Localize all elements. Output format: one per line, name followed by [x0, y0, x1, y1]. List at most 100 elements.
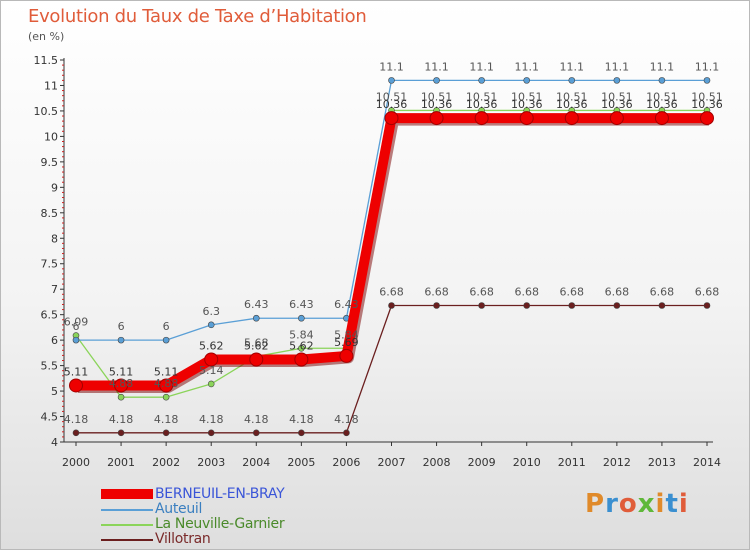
data-label: 4.18 [64, 413, 89, 426]
y-tick: 8.5 [41, 191, 64, 220]
data-point [298, 429, 305, 437]
series-lines [69, 77, 714, 437]
data-label: 6.68 [560, 285, 585, 298]
brand-letter: i [678, 489, 689, 519]
x-tick-label: 2013 [648, 456, 676, 469]
data-point [249, 352, 264, 367]
data-label: 5.84 [289, 328, 314, 341]
data-label: 4.18 [199, 413, 224, 426]
data-point [162, 336, 170, 344]
y-tick: 4 [51, 421, 64, 449]
data-label: 10.51 [511, 90, 543, 103]
data-label: 10.36 [421, 98, 453, 111]
data-label: 10.51 [466, 90, 498, 103]
x-tick: 2011 [558, 442, 586, 469]
y-tick: 10 [44, 115, 64, 143]
data-point [162, 393, 170, 401]
y-tick-label: 4.5 [41, 411, 59, 424]
legend-label: La Neuville-Garnier [155, 516, 285, 532]
y-tick-label: 5.5 [41, 360, 59, 373]
data-label: 6.68 [650, 285, 675, 298]
y-tick: 7.5 [41, 242, 64, 271]
data-point [117, 429, 125, 437]
data-point [429, 111, 444, 126]
y-tick-label: 6 [51, 334, 58, 347]
data-point [69, 378, 83, 393]
data-label: 4.18 [109, 413, 134, 426]
y-tick: 5 [51, 370, 64, 398]
data-label: 10.36 [376, 98, 408, 111]
data-label: 11.1 [650, 60, 675, 73]
data-point [298, 344, 305, 352]
legend-swatch [101, 509, 153, 511]
x-tick-label: 2009 [468, 456, 496, 469]
x-tick: 2004 [242, 442, 270, 469]
x-tick-label: 2014 [693, 456, 721, 469]
data-label: 6 [73, 320, 80, 333]
data-label: 6.43 [289, 298, 314, 311]
data-labels: 4.18 4.18 4.18 4.18 4.18 4.18 4.18 6.68 6.68 6.68… [64, 60, 723, 425]
y-tick: 9 [51, 166, 64, 194]
x-tick: 2009 [468, 442, 496, 469]
x-tick-label: 2007 [378, 456, 406, 469]
legend-label: Auteuil [155, 501, 203, 517]
data-label: 6 [163, 320, 170, 333]
x-tick: 2001 [107, 442, 135, 469]
x-tick: 2013 [648, 442, 676, 469]
data-point [478, 302, 485, 309]
y-tick: 7 [51, 268, 64, 296]
data-label: 10.36 [646, 98, 678, 111]
y-tick-label: 10.5 [34, 105, 59, 118]
x-tick: 2000 [62, 442, 90, 469]
x-tick-label: 2012 [603, 456, 631, 469]
data-point [700, 111, 714, 126]
data-label: 6.68 [514, 285, 539, 298]
x-tick: 2003 [197, 442, 225, 469]
y-tick-label: 9 [51, 181, 58, 194]
data-label: 4.18 [334, 413, 359, 426]
data-label: 11.1 [469, 60, 494, 73]
y-tick-label: 10 [44, 130, 58, 143]
data-point [568, 77, 576, 84]
data-label: 11.1 [695, 60, 720, 73]
x-tick-label: 2005 [287, 456, 315, 469]
y-tick-label: 8.5 [41, 207, 59, 220]
y-tick: 5.5 [41, 344, 64, 373]
data-label: 10.51 [691, 90, 723, 103]
data-label: 10.51 [421, 90, 453, 103]
series-shadow [78, 114, 709, 393]
x-tick-label: 2001 [107, 456, 135, 469]
data-point [568, 302, 576, 309]
legend-label: Villotran [155, 531, 211, 547]
data-point [703, 302, 711, 309]
brand-letter: o [618, 489, 638, 519]
data-point [117, 336, 125, 344]
data-label: 6.3 [202, 305, 220, 318]
y-tick: 8 [51, 217, 64, 245]
data-label: 10.51 [646, 90, 678, 103]
data-point [433, 302, 440, 309]
legend-swatch [101, 489, 153, 499]
x-tick-label: 2006 [332, 456, 360, 469]
data-label: 11.1 [514, 60, 539, 73]
x-tick-label: 2004 [242, 456, 270, 469]
y-tick-label: 5 [51, 385, 58, 398]
y-tick-label: 7 [51, 283, 58, 296]
legend-swatch [101, 539, 153, 541]
x-tick: 2007 [378, 442, 406, 469]
y-tick: 6 [51, 319, 64, 347]
data-label: 10.36 [691, 98, 723, 111]
y-tick-label: 4 [51, 436, 58, 449]
data-label: 10.36 [466, 98, 498, 111]
data-point [298, 314, 305, 322]
x-tick: 2002 [152, 442, 180, 469]
data-point [207, 429, 215, 437]
x-tick-label: 2008 [423, 456, 451, 469]
x-tick-label: 2011 [558, 456, 586, 469]
data-point [474, 111, 489, 126]
data-point [72, 336, 80, 344]
data-point [162, 429, 170, 437]
legend-label: BERNEUIL-EN-BRAY [155, 486, 285, 502]
data-point [252, 314, 260, 322]
